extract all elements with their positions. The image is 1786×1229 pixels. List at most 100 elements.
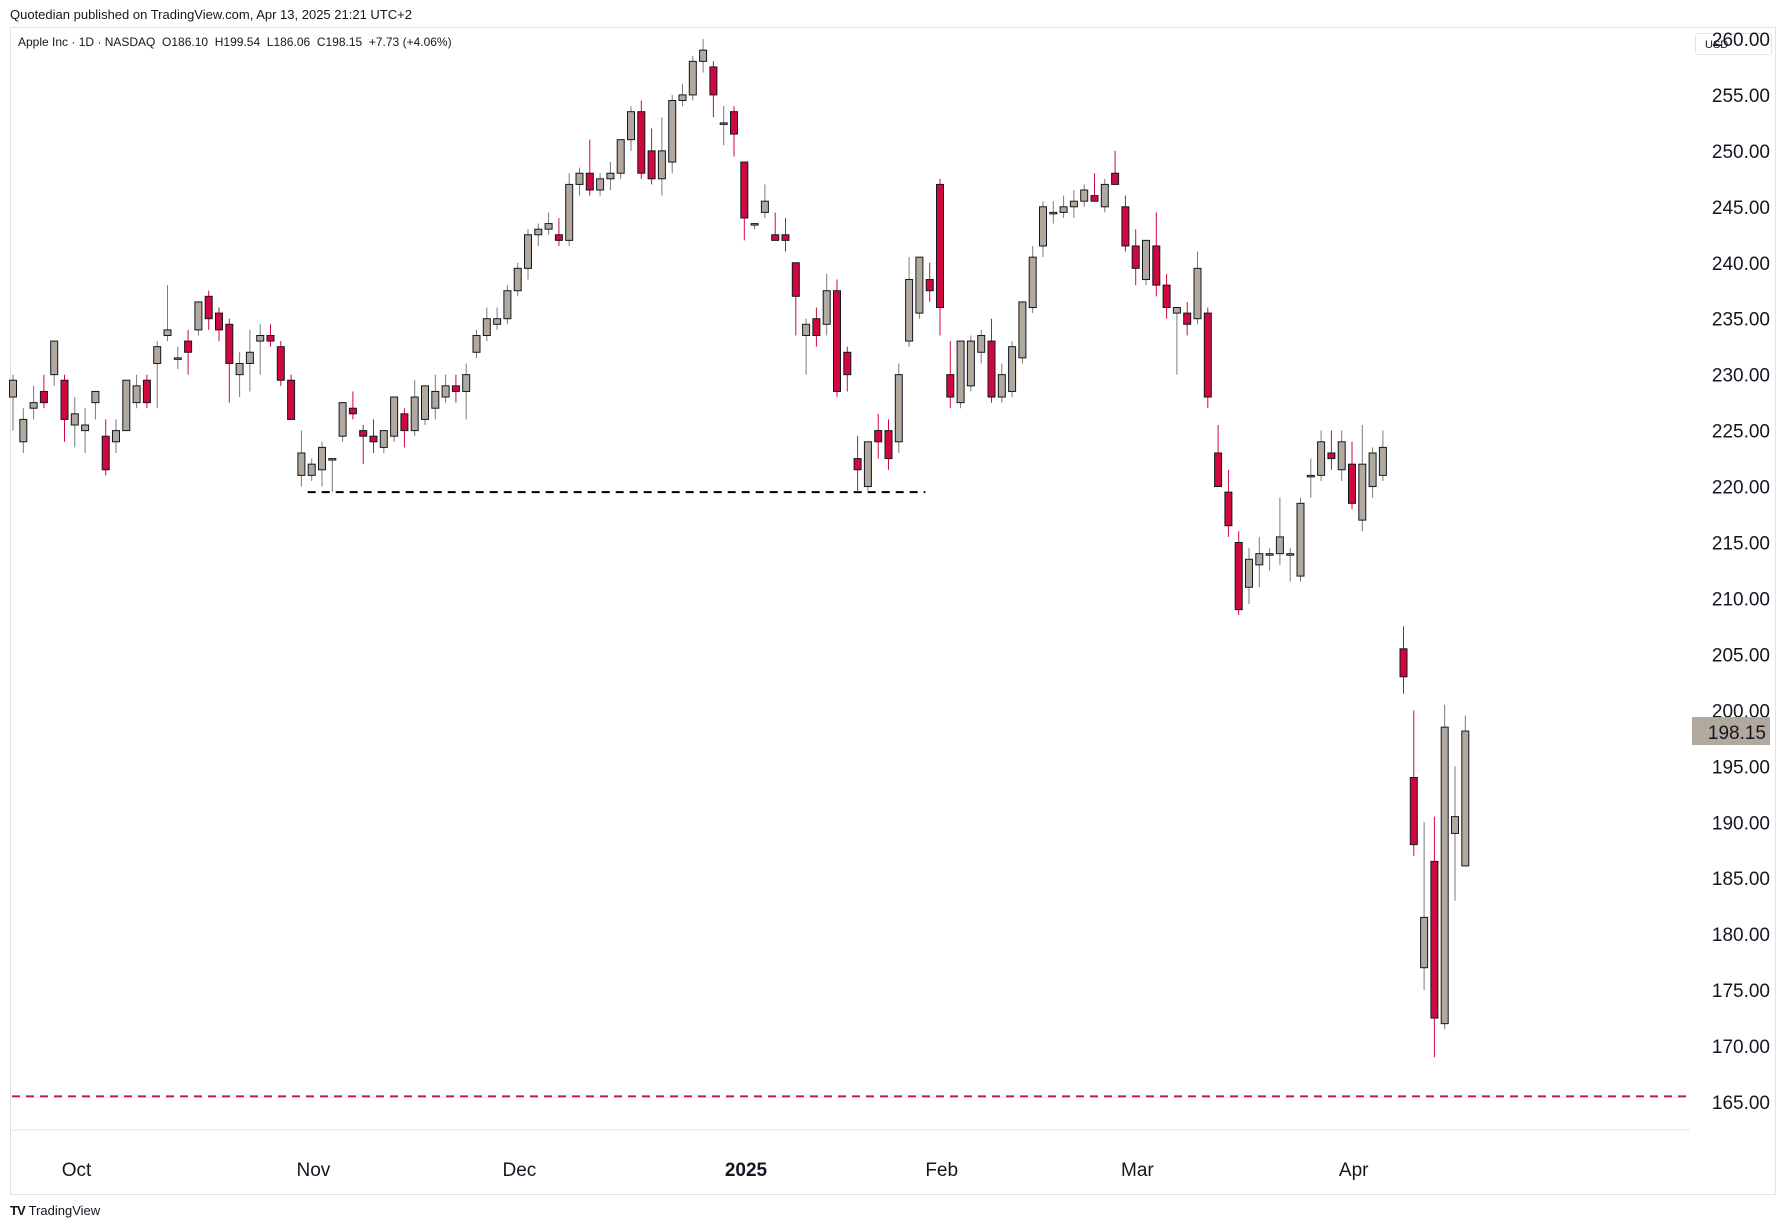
- candle-body: [606, 172, 615, 180]
- candle: [966, 335, 975, 392]
- last-price-badge: [1692, 717, 1770, 746]
- candle-body: [1368, 452, 1377, 488]
- candle: [369, 419, 378, 453]
- candle: [668, 94, 677, 174]
- candle-body: [627, 111, 635, 141]
- price-tick-label: 245.00: [1712, 198, 1770, 219]
- candle: [678, 83, 687, 107]
- candle: [606, 162, 615, 191]
- candle-body: [29, 402, 38, 409]
- candle: [1265, 548, 1274, 571]
- candle-body: [1451, 816, 1459, 834]
- candle-body: [1162, 284, 1171, 309]
- published-note: Quotedian published on TradingView.com, …: [10, 7, 412, 22]
- candle: [276, 341, 285, 386]
- candle: [1296, 497, 1305, 582]
- candle: [596, 173, 605, 196]
- candle-body: [554, 234, 563, 241]
- last-price-layer: 198.15: [1692, 717, 1770, 746]
- candle: [287, 374, 296, 420]
- candle-body: [513, 267, 522, 292]
- candle-body: [318, 446, 326, 471]
- candle: [802, 318, 811, 375]
- candle-body: [1203, 312, 1212, 398]
- candle-body: [132, 385, 141, 404]
- candle-body: [1049, 211, 1058, 215]
- candle-body: [524, 234, 532, 269]
- candle: [1100, 178, 1109, 213]
- candle: [122, 379, 131, 432]
- candle-body: [50, 340, 59, 376]
- candle-body: [194, 301, 203, 331]
- footer-brand[interactable]: TV TradingView: [10, 1203, 100, 1218]
- candle: [709, 61, 718, 118]
- candle-body: [1224, 491, 1233, 527]
- candle: [60, 374, 69, 442]
- candle: [1080, 184, 1089, 207]
- price-tick-label: 215.00: [1712, 534, 1770, 555]
- candle: [441, 374, 450, 403]
- candle: [1039, 201, 1047, 258]
- candle-body: [400, 413, 409, 432]
- candle: [482, 307, 491, 342]
- candle-body: [812, 318, 821, 336]
- candle-body: [142, 379, 151, 404]
- chart-frame: [10, 27, 1776, 1195]
- candle-body: [359, 430, 368, 437]
- candle-body: [699, 49, 708, 62]
- candle-body: [287, 379, 296, 420]
- candle: [760, 184, 769, 218]
- candle: [987, 318, 996, 403]
- candle-body: [1080, 189, 1089, 202]
- candle-body: [1111, 172, 1120, 185]
- candle: [503, 285, 512, 325]
- candle: [647, 128, 656, 185]
- candle-body: [730, 111, 738, 135]
- price-tick-label: 185.00: [1712, 869, 1770, 890]
- price-tick-label: 220.00: [1712, 478, 1770, 499]
- candle-body: [585, 172, 594, 191]
- candle: [410, 380, 419, 437]
- candle-body: [379, 430, 388, 448]
- candle-body: [1306, 474, 1315, 478]
- time-tick-label: 2025: [725, 1160, 768, 1181]
- candle-body: [1378, 446, 1387, 476]
- candle: [81, 408, 90, 453]
- candle: [874, 413, 883, 459]
- candle: [1461, 715, 1470, 867]
- candle: [245, 329, 254, 392]
- candle: [1049, 201, 1058, 224]
- candle: [565, 173, 574, 246]
- candle: [256, 324, 265, 375]
- candle: [1131, 229, 1140, 286]
- candle-body: [853, 458, 862, 471]
- candles-layer: [9, 38, 1470, 1058]
- candle: [1430, 816, 1439, 1058]
- candle: [338, 402, 347, 442]
- candle: [215, 307, 223, 342]
- candle-body: [1358, 463, 1367, 521]
- candle-body: [596, 178, 605, 191]
- candle: [1224, 469, 1233, 537]
- candle: [1152, 212, 1161, 297]
- candle: [1234, 531, 1243, 616]
- candle-body: [1028, 256, 1037, 309]
- candle: [1018, 301, 1027, 364]
- candle-body: [874, 430, 883, 443]
- candle: [194, 301, 203, 336]
- candle: [421, 385, 429, 426]
- candle-body: [1275, 536, 1284, 555]
- candle-body: [997, 374, 1006, 398]
- time-tick-label: Mar: [1121, 1160, 1154, 1181]
- candle-body: [977, 334, 986, 353]
- candle: [513, 262, 522, 297]
- candle: [657, 117, 666, 196]
- candle: [1378, 430, 1387, 481]
- symbol-legend[interactable]: Apple Inc · 1D · NASDAQ O186.10 H199.54 …: [18, 35, 452, 49]
- candle-body: [482, 318, 491, 336]
- candle-body: [297, 452, 306, 476]
- candle: [616, 139, 625, 179]
- currency-selector[interactable]: USD: [1695, 33, 1772, 55]
- candle: [163, 285, 172, 342]
